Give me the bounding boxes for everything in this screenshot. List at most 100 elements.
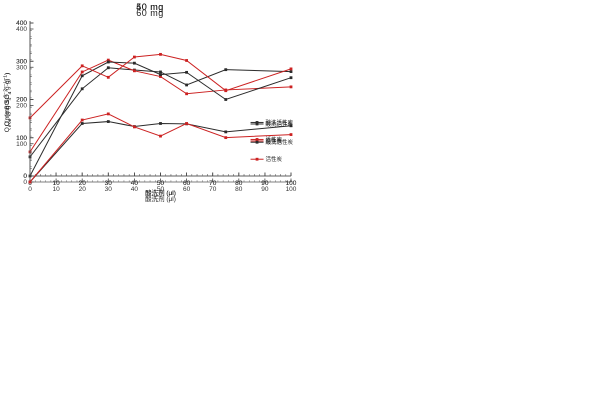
- data-point: [185, 122, 188, 125]
- legend-label: 酸洗活性炭: [266, 138, 294, 146]
- data-point: [289, 133, 293, 136]
- x-tick-label: 60: [183, 180, 191, 187]
- data-point: [80, 118, 84, 122]
- y-tick-label: 100: [16, 135, 27, 142]
- x-tick-label: 100: [286, 180, 297, 187]
- data-point: [185, 70, 188, 74]
- y-tick-label: 0: [23, 179, 27, 186]
- data-point: [159, 73, 162, 77]
- x-tick-label: 30: [105, 186, 113, 193]
- x-axis-label: 酸洗剂 (μl): [145, 188, 176, 197]
- x-tick-label: 100: [286, 186, 297, 193]
- x-tick-label: 60: [183, 186, 191, 193]
- data-point: [224, 136, 228, 140]
- legend-marker: [255, 157, 259, 161]
- x-tick-label: 10: [52, 180, 60, 187]
- data-point: [106, 66, 110, 70]
- data-point: [224, 130, 228, 134]
- x-tick-label: 70: [209, 186, 217, 193]
- x-tick-label: 20: [79, 180, 87, 187]
- data-point: [80, 70, 84, 74]
- x-tick-label: 90: [261, 180, 269, 187]
- x-tick-label: 80: [235, 180, 243, 187]
- x-tick-label: 50: [157, 186, 165, 193]
- data-point: [80, 87, 84, 91]
- data-point: [224, 89, 228, 93]
- y-tick-label: 400: [16, 20, 27, 27]
- data-point: [133, 69, 136, 73]
- data-point: [106, 120, 110, 123]
- legend-marker: [255, 121, 259, 124]
- chart-title-40mg: 40 mg: [136, 2, 164, 12]
- x-tick-label: 50: [157, 180, 165, 187]
- legend-marker: [255, 140, 259, 144]
- y-tick-label: 300: [16, 58, 27, 65]
- x-tick-label: 50: [157, 180, 165, 187]
- data-point: [106, 112, 110, 116]
- legend-label: 活性炭: [266, 137, 283, 145]
- legend-marker: [255, 138, 259, 141]
- data-point: [133, 125, 136, 129]
- y-axis-label: Qe (mg SO42−·g−1): [3, 79, 13, 133]
- data-point: [159, 122, 162, 125]
- x-tick-label: 30: [105, 180, 113, 187]
- data-point: [185, 59, 188, 62]
- y-tick-label: 100: [16, 135, 27, 142]
- y-axis-label: Qe (mg SO42−·g−1): [3, 73, 13, 127]
- x-axis-label: 酸洗剂 (μl): [145, 188, 176, 197]
- data-point: [80, 74, 84, 78]
- data-point: [185, 92, 188, 96]
- legend-label: 活性炭: [266, 135, 283, 143]
- x-axis-label: 酸洗剂 (μl): [145, 194, 176, 203]
- y-tick-label: 0: [23, 173, 27, 180]
- x-tick-label: 0: [28, 186, 32, 193]
- x-tick-label: 40: [131, 180, 139, 187]
- data-point: [289, 70, 293, 73]
- data-point: [289, 124, 293, 128]
- minor-ticks: [30, 36, 287, 182]
- x-tick-label: 10: [52, 180, 60, 187]
- x-tick-label: 80: [235, 180, 243, 187]
- x-tick-label: 90: [261, 186, 269, 193]
- x-tick-label: 20: [79, 180, 87, 187]
- x-tick-label: 60: [183, 180, 191, 187]
- data-point: [159, 75, 162, 78]
- data-point: [106, 60, 110, 64]
- series-acid-washed-carbon: [28, 120, 293, 184]
- x-tick-label: 70: [209, 180, 217, 187]
- legend-label: 活性炭: [266, 155, 283, 163]
- y-tick-label: 0: [23, 173, 27, 180]
- y-tick-label: 300: [16, 58, 27, 65]
- data-point: [133, 61, 136, 65]
- x-tick-label: 0: [28, 180, 32, 187]
- chart-60mg: 60 mg 0 10 20 30 40 50 60 70 80 90 100 0 100 200 300 40…: [0, 0, 300, 209]
- data-point: [80, 122, 84, 125]
- x-tick-label: 40: [131, 180, 139, 187]
- x-tick-label: 30: [105, 180, 113, 187]
- legend-marker: [255, 122, 259, 126]
- y-axis-label: Qe (mg SO42−·g−1): [3, 73, 13, 127]
- y-tick-label: 200: [16, 97, 27, 104]
- x-tick-label: 0: [28, 180, 32, 187]
- x-tick-label: 70: [209, 180, 217, 187]
- major-ticks: 0 10 20 30 40 50 60 70 80 90 100 0 100 200 300 400: [16, 20, 297, 187]
- y-tick-label: 200: [16, 97, 27, 104]
- series-activated-carbon: [28, 112, 293, 184]
- x-tick-label: 20: [79, 186, 87, 193]
- data-point: [159, 52, 162, 56]
- data-point: [224, 68, 228, 72]
- data-point: [133, 55, 136, 59]
- x-tick-label: 10: [52, 186, 60, 193]
- y-tick-label: 400: [16, 20, 27, 27]
- x-tick-label: 40: [131, 186, 139, 193]
- y-tick-label: 300: [16, 64, 27, 71]
- y-tick-label: 100: [16, 141, 27, 148]
- chart-title-60mg: 60 mg: [136, 8, 164, 18]
- x-tick-label: 80: [235, 186, 243, 193]
- data-point: [159, 134, 162, 138]
- data-point: [224, 98, 228, 101]
